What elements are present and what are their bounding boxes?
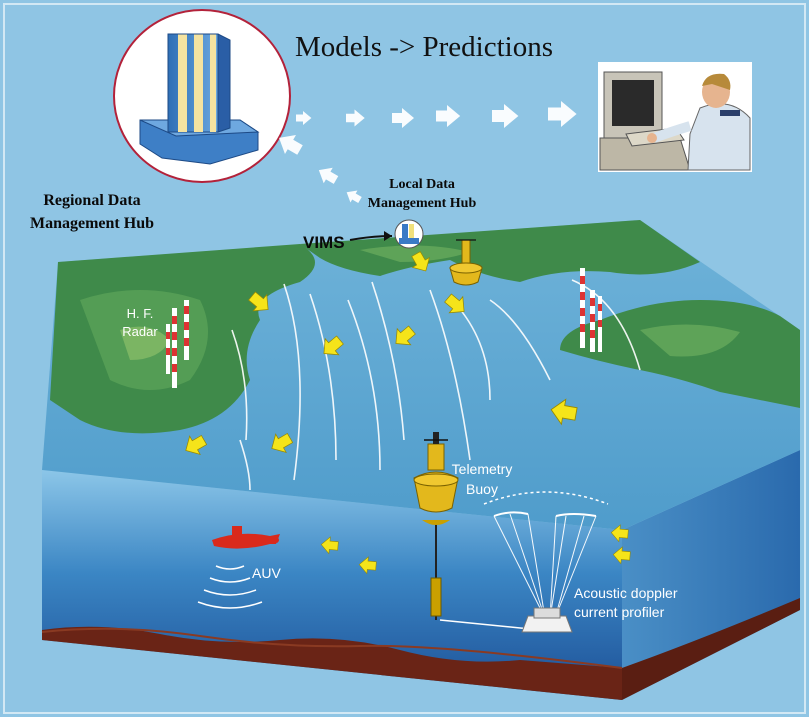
computer-operator-icon (598, 62, 752, 172)
adcp-label-line2: current profiler (574, 604, 665, 620)
hf-radar-label-line2: Radar (122, 324, 158, 339)
adcp-label: Acoustic doppler current profiler (574, 585, 678, 620)
telemetry-buoy-label-line1: Telemetry (452, 461, 513, 477)
telemetry-buoy-label: Telemetry Buoy (452, 461, 513, 497)
vims-pointer-icon (349, 231, 393, 241)
local-hub-label-line1: Local Data (389, 177, 455, 192)
computer-tower-icon (394, 219, 424, 249)
submarine-icon (197, 526, 280, 609)
buoy-icon (413, 432, 459, 513)
buoy-icon (449, 239, 483, 286)
hf-radar-label: H. F. Radar (122, 306, 158, 339)
land-north (300, 220, 700, 282)
adcp-label-line1: Acoustic doppler (574, 585, 678, 601)
radar-tower-icon (166, 268, 602, 388)
adcp-icon (483, 491, 609, 633)
regional-hub-label-line2: Management Hub (30, 215, 154, 232)
land-east (560, 300, 800, 408)
local-hub-label-line2: Management Hub (368, 196, 477, 211)
diagram-title: Models -> Predictions (295, 31, 553, 63)
supercomputer-icon (113, 9, 291, 183)
local-hub-label: Local Data Management Hub (368, 177, 477, 211)
auv-label: AUV (252, 565, 281, 581)
telemetry-buoy (413, 432, 541, 631)
seabed (41, 598, 800, 700)
hf-radar-label-line1: H. F. (127, 306, 154, 321)
regional-hub-label-line1: Regional Data (43, 192, 140, 209)
regional-hub-label: Regional Data Management Hub (30, 192, 154, 232)
vims-label: VIMS (303, 233, 345, 252)
telemetry-buoy-label-line2: Buoy (466, 481, 498, 497)
